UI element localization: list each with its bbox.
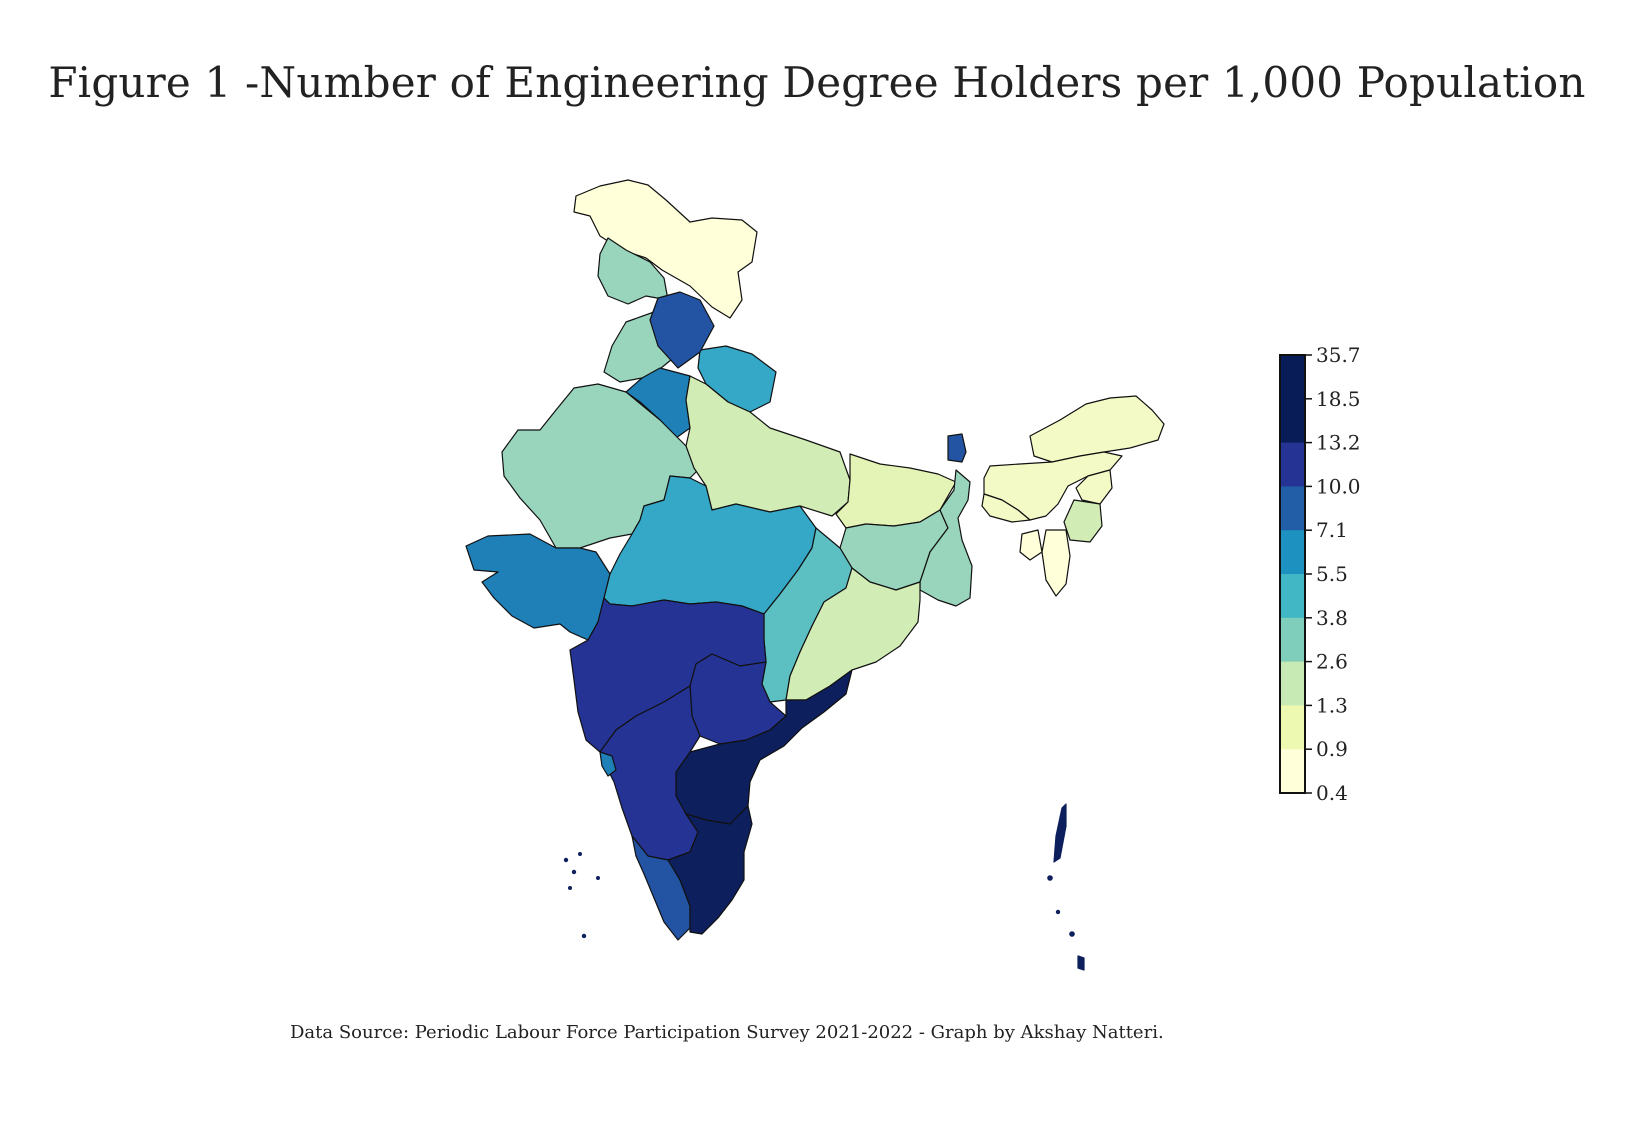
region-uttar-pradesh [685, 375, 851, 517]
colorbar-tick-label: 35.7 [1316, 343, 1361, 367]
colorbar-tick-label: 13.2 [1316, 431, 1361, 455]
colorbar-band [1280, 530, 1305, 575]
region-tripura [1019, 529, 1043, 561]
colorbar-band [1280, 705, 1305, 750]
region-sikkim [947, 433, 967, 463]
colorbar-tick-label: 0.9 [1316, 737, 1348, 761]
colorbar-tick-label: 7.1 [1316, 518, 1348, 542]
region-andaman-nicobar [1047, 803, 1085, 971]
colorbar-ticks: 35.7 18.5 13.2 10.0 7.1 5.5 3.8 2.6 1.3 0.9 0.4 [1305, 343, 1361, 805]
region-tamil-nadu [667, 805, 753, 935]
colorbar-band [1280, 749, 1305, 794]
region-delhi [649, 291, 715, 369]
colorbar: 35.7 18.5 13.2 10.0 7.1 5.5 3.8 2.6 1.3 0.9 0.4 [1279, 343, 1361, 805]
region-kerala [631, 835, 691, 941]
colorbar-tick-label: 5.5 [1316, 562, 1348, 586]
region-gujarat [465, 533, 611, 641]
colorbar-band [1280, 661, 1305, 706]
region-manipur [1063, 499, 1103, 543]
region-west-bengal [919, 469, 973, 607]
colorbar-band [1280, 617, 1305, 663]
colorbar-band [1280, 574, 1305, 619]
region-himachal-pradesh [597, 237, 669, 305]
colorbar-band [1280, 355, 1305, 400]
data-source-note: Data Source: Periodic Labour Force Parti… [290, 1022, 1164, 1043]
region-uttarakhand [697, 345, 777, 413]
region-mizoram [1041, 529, 1071, 597]
colorbar-tick-label: 18.5 [1316, 387, 1361, 411]
colorbar-tick-label: 2.6 [1316, 650, 1348, 674]
region-meghalaya [981, 493, 1031, 523]
map-title: Figure 1 -Number of Engineering Degree H… [48, 58, 1586, 107]
colorbar-bands [1280, 355, 1305, 794]
colorbar-band [1280, 486, 1305, 531]
colorbar-tick-label: 0.4 [1316, 781, 1348, 805]
region-goa [599, 751, 617, 777]
colorbar-band [1280, 442, 1305, 487]
colorbar-band [1280, 398, 1305, 444]
region-lakshadweep [563, 851, 600, 939]
colorbar-tick-label: 1.3 [1316, 693, 1348, 717]
colorbar-tick-label: 10.0 [1316, 474, 1361, 498]
region-arunachal-pradesh [1029, 395, 1165, 463]
colorbar-tick-label: 3.8 [1316, 606, 1348, 630]
